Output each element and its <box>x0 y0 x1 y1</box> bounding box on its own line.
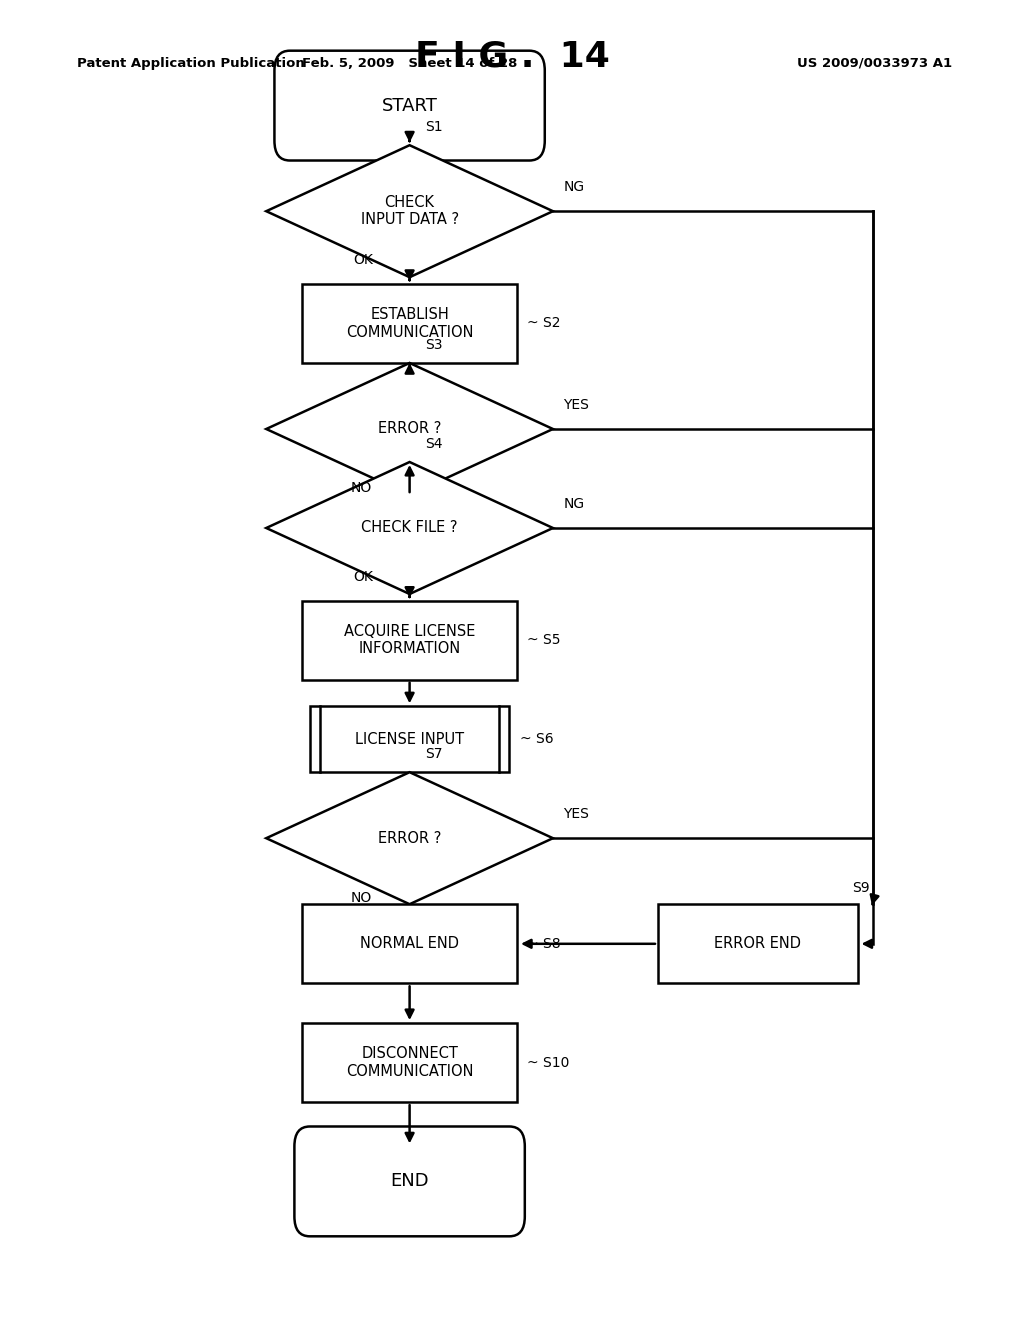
Text: OK: OK <box>353 570 373 583</box>
Text: END: END <box>390 1172 429 1191</box>
Text: ERROR END: ERROR END <box>715 936 801 952</box>
Text: S3: S3 <box>425 338 442 351</box>
Text: LICENSE INPUT: LICENSE INPUT <box>355 731 464 747</box>
Text: START: START <box>382 96 437 115</box>
Bar <box>657 904 857 983</box>
Text: CHECK FILE ?: CHECK FILE ? <box>361 520 458 536</box>
Polygon shape <box>266 462 553 594</box>
Text: ~ S6: ~ S6 <box>520 733 553 746</box>
Text: YES: YES <box>563 399 589 412</box>
Polygon shape <box>266 772 553 904</box>
Text: ~ S10: ~ S10 <box>527 1056 569 1069</box>
Bar <box>302 284 517 363</box>
Text: NG: NG <box>563 181 585 194</box>
Bar <box>302 904 517 983</box>
Text: CHECK
INPUT DATA ?: CHECK INPUT DATA ? <box>360 195 459 227</box>
Text: F I G .  14: F I G . 14 <box>415 40 609 74</box>
Text: ACQUIRE LICENSE
INFORMATION: ACQUIRE LICENSE INFORMATION <box>344 624 475 656</box>
Text: ~ S2: ~ S2 <box>527 317 561 330</box>
Bar <box>302 1023 517 1102</box>
Text: S9: S9 <box>852 882 870 895</box>
Text: NO: NO <box>350 482 372 495</box>
Bar <box>302 601 517 680</box>
Text: S4: S4 <box>425 437 442 450</box>
Text: OK: OK <box>353 253 373 267</box>
Text: NO: NO <box>350 891 372 904</box>
FancyBboxPatch shape <box>295 1126 524 1237</box>
Text: S7: S7 <box>425 747 442 760</box>
Text: ~ S5: ~ S5 <box>527 634 561 647</box>
Text: NORMAL END: NORMAL END <box>360 936 459 952</box>
Text: ERROR ?: ERROR ? <box>378 421 441 437</box>
Text: Feb. 5, 2009   Sheet 14 of 28: Feb. 5, 2009 Sheet 14 of 28 <box>302 57 517 70</box>
Text: US 2009/0033973 A1: US 2009/0033973 A1 <box>798 57 952 70</box>
Text: ~ S8: ~ S8 <box>527 937 561 950</box>
Text: ESTABLISH
COMMUNICATION: ESTABLISH COMMUNICATION <box>346 308 473 339</box>
Text: Patent Application Publication: Patent Application Publication <box>77 57 304 70</box>
Polygon shape <box>266 145 553 277</box>
Text: NG: NG <box>563 498 585 511</box>
FancyBboxPatch shape <box>274 50 545 161</box>
Text: YES: YES <box>563 808 589 821</box>
Text: DISCONNECT
COMMUNICATION: DISCONNECT COMMUNICATION <box>346 1047 473 1078</box>
Polygon shape <box>266 363 553 495</box>
Text: ERROR ?: ERROR ? <box>378 830 441 846</box>
Bar <box>309 706 510 772</box>
Text: S1: S1 <box>425 120 442 133</box>
